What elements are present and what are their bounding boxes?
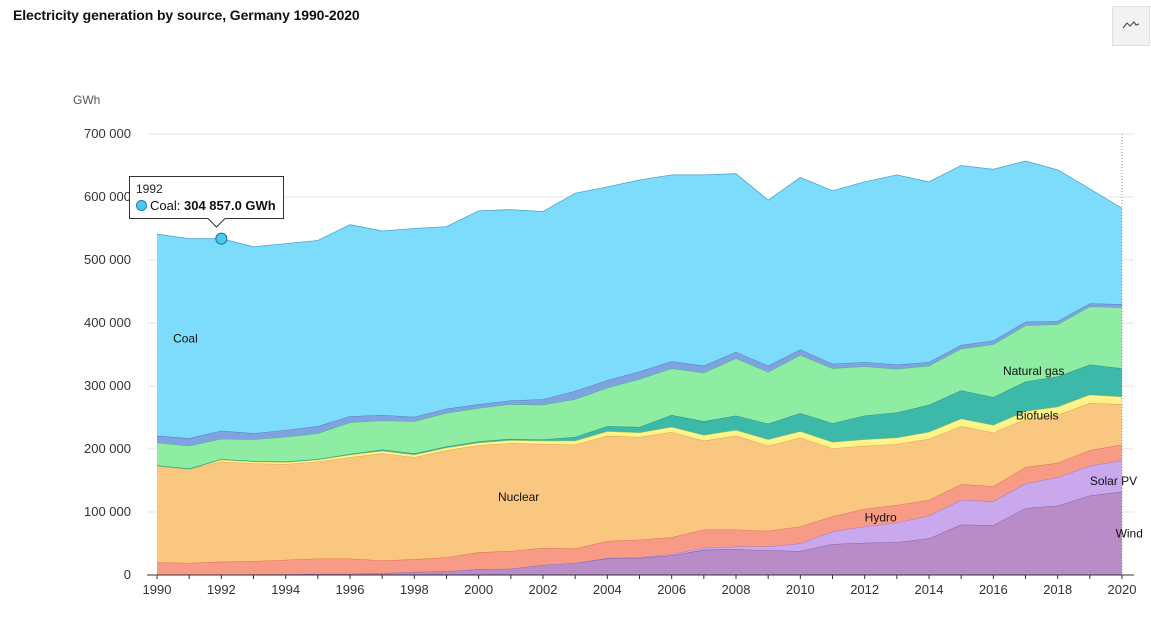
hydro-area [157,444,1122,575]
highlighted-point [215,232,228,245]
wind-area [157,491,1122,575]
line-chart-toggle-button[interactable] [1112,6,1150,46]
y-tick-label: 500 000 [84,252,131,267]
x-tick-label: 2004 [593,582,622,597]
tooltip-value: 304 857.0 GWh [183,198,276,213]
biofuels-label: Biofuels [1016,408,1059,422]
y-tick-label: 700 000 [84,126,131,141]
oil-area [157,303,1122,446]
y-tick-label: 0 [124,567,131,582]
axes: 0 100 000 200 000 300 000 400 000 500 000 600 … [84,126,1136,597]
x-tick-label: 1996 [336,582,365,597]
y-tick-label: 100 000 [84,504,131,519]
x-tick-label: 2008 [722,582,751,597]
nuclear-area [157,403,1122,563]
solar-pv-label: Solar PV [1090,474,1137,488]
y-tick-label: 400 000 [84,315,131,330]
coal-area [157,161,1122,439]
data-tooltip: 1992 Coal: 304 857.0 GWh [129,176,284,228]
y-tick-label: 300 000 [84,378,131,393]
natural-gas-area [157,306,1122,469]
coal-line [156,160,1123,248]
wind-label: Wind [1116,526,1143,540]
x-tick-label: 2000 [464,582,493,597]
y-tick-label: 600 000 [84,189,131,204]
x-tick-label: 2006 [657,582,686,597]
tooltip-row: Coal: 304 857.0 GWh [136,197,276,214]
series-labels: Coal Nuclear Natural gas Biofuels Solar PV Hy… [173,331,1143,540]
nuclear-label: Nuclear [498,490,539,504]
x-tick-label: 1994 [271,582,300,597]
x-tick-label: 1990 [143,582,172,597]
x-tick-label: 2012 [850,582,879,597]
coal-label: Coal [173,331,198,345]
x-tick-label: 1998 [400,582,429,597]
x-tick-label: 2020 [1108,582,1137,597]
waste-area [157,364,1122,470]
chart-title: Electricity generation by source, German… [13,7,360,23]
x-tick-label: 1992 [207,582,236,597]
tooltip-series: Coal [150,198,177,213]
series-color-dot [136,200,147,211]
x-tick-label: 2002 [529,582,558,597]
x-tick-label: 2014 [915,582,944,597]
area-series [156,160,1123,576]
solar-pv-area [157,460,1122,575]
natural-gas-label: Natural gas [1003,364,1064,378]
tooltip-year: 1992 [136,182,163,196]
x-tick-label: 2010 [786,582,815,597]
hydro-label: Hydro [865,511,897,525]
x-tick-label: 2018 [1043,582,1072,597]
line-chart-icon [1122,17,1140,35]
hover-marker [215,232,228,245]
y-axis-unit-label: GWh [73,93,101,107]
y-tick-label: 200 000 [84,441,131,456]
x-tick-label: 2016 [979,582,1008,597]
